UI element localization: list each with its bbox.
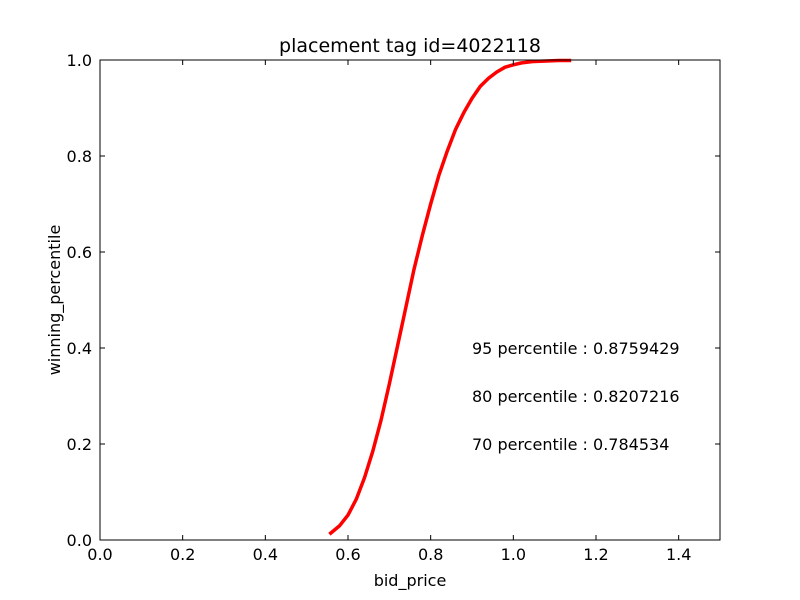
x-tick-label: 1.4 [666,545,691,564]
percentile-annotation: 70 percentile : 0.784534 [472,435,669,454]
x-tick-label: 1.0 [501,545,526,564]
series-line [328,58,572,536]
ticks-layer: 0.0 0.2 0.4 0.6 0.8 1.0 1.2 1.4 0.0 0.2 0.4 0.6 0.8 1… [67,51,720,564]
percentile-annotation: 95 percentile : 0.8759429 [472,339,680,358]
x-tick-label: 0.6 [335,545,360,564]
x-tick-label: 0.2 [170,545,195,564]
plot-frame [99,59,721,541]
y-tick-label: 0.4 [67,339,92,358]
x-tick-label: 0.8 [418,545,443,564]
x-tick-label: 0.0 [87,545,112,564]
y-tick-label: 0.8 [67,147,92,166]
y-tick-label: 0.0 [67,531,92,550]
series-layer [328,58,572,536]
y-tick-label: 0.2 [67,435,92,454]
percentile-annotation: 80 percentile : 0.8207216 [472,387,680,406]
y-axis-title: winning_percentile [45,225,65,376]
chart-title: placement tag id=4022118 [279,35,541,57]
x-tick-label: 0.4 [253,545,278,564]
x-tick-label: 1.2 [583,545,608,564]
x-axis-title: bid_price [374,571,447,591]
y-tick-label: 0.6 [67,243,92,262]
annotation-layer: 95 percentile : 0.8759429 80 percentile :… [472,339,680,454]
y-tick-label: 1.0 [67,51,92,70]
